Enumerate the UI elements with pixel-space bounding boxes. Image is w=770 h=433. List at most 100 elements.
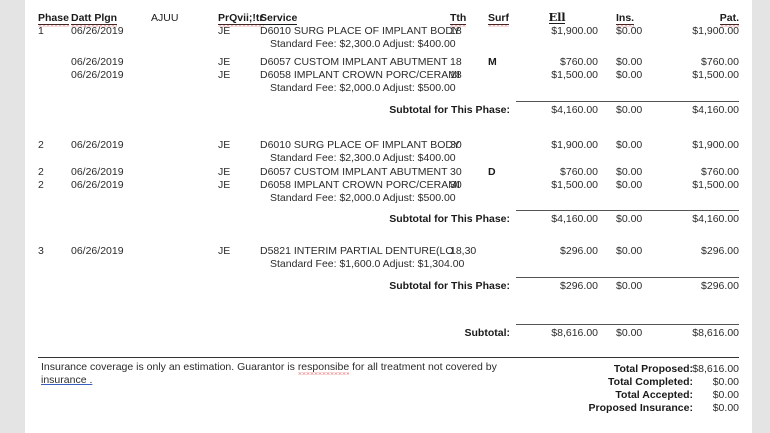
column-header-provider: PrQvii;!tr (218, 12, 264, 27)
subtotal-row: Subtotal for This Phase: $296.00 $0.00 $… (38, 279, 739, 293)
fee-note: Standard Fee: $1,600.0 Adjust: $1,304.00 (270, 258, 465, 270)
subtotal-rule (516, 101, 739, 102)
fee-note-row: Standard Fee: $2,000.0 Adjust: $500.00 (38, 191, 739, 205)
proposed-insurance-value: $0.00 (712, 402, 739, 414)
cell-service: D6010 SURG PLACE OF IMPLANT BODY (260, 25, 460, 37)
table-row[interactable]: 3 06/26/2019 JE D5821 INTERIM PARTIAL DE… (38, 244, 739, 258)
total-completed-value: $0.00 (712, 376, 739, 388)
cell-service: D5821 INTERIM PARTIAL DENTURE(LO (260, 245, 454, 257)
cell-service: D6058 IMPLANT CROWN PORC/CERAMI (260, 179, 460, 191)
cell-insurance: $0.00 (616, 69, 643, 81)
fee-note-row: Standard Fee: $2,000.0 Adjust: $500.00 (38, 81, 739, 95)
total-accepted-value: $0.00 (712, 389, 739, 401)
subtotal-insurance: $0.00 (616, 104, 643, 116)
cell-fee: $1,900.00 (551, 25, 598, 37)
cell-insurance: $0.00 (616, 166, 643, 178)
disclaimer-text-part1: Insurance coverage is only an estimation… (41, 361, 298, 373)
cell-patient: $296.00 (701, 245, 739, 257)
cell-tooth: 30 (450, 139, 462, 151)
cell-phase: 2 (38, 166, 44, 178)
cell-insurance: $0.00 (616, 139, 643, 151)
fee-note-row: Standard Fee: $2,300.0 Adjust: $400.00 (38, 37, 739, 51)
table-row[interactable]: 2 06/26/2019 JE D6010 SURG PLACE OF IMPL… (38, 138, 739, 152)
cell-phase: 2 (38, 179, 44, 191)
total-accepted-label: Total Accepted: (615, 389, 693, 401)
cell-provider: JE (218, 179, 231, 191)
cell-provider: JE (218, 139, 231, 151)
subtotal-rule (516, 210, 739, 211)
subtotal-label: Subtotal for This Phase: (389, 213, 510, 225)
cell-date: 06/26/2019 (71, 69, 124, 81)
column-header-surface: Surf (488, 12, 509, 27)
cell-surface: D (488, 166, 496, 178)
cell-date: 06/26/2019 (71, 139, 124, 151)
subtotal-row: Subtotal for This Phase: $4,160.00 $0.00… (38, 212, 739, 226)
cell-tooth: 18,30 (450, 245, 477, 257)
grand-subtotal-label: Subtotal: (464, 327, 511, 339)
table-row[interactable]: 06/26/2019 JE D6057 CUSTOM IMPLANT ABUTM… (38, 55, 739, 69)
subtotal-insurance: $0.00 (616, 213, 643, 225)
grand-subtotal-patient: $8,616.00 (692, 327, 739, 339)
cell-service: D6058 IMPLANT CROWN PORC/CERAMI (260, 69, 460, 81)
cell-fee: $1,900.00 (551, 139, 598, 151)
cell-tooth: 30 (450, 166, 462, 178)
table-row[interactable]: 06/26/2019 JE D6058 IMPLANT CROWN PORC/C… (38, 68, 739, 82)
column-header-date-plan: Datt Plgn (71, 12, 118, 27)
cell-tooth: 18 (450, 69, 462, 81)
cell-service: D6057 CUSTOM IMPLANT ABUTMENT (260, 56, 448, 68)
grand-subtotal-row: Subtotal: $8,616.00 $0.00 $8,616.00 (38, 326, 740, 340)
grand-subtotal-insurance: $0.00 (616, 327, 643, 339)
subtotal-rule (516, 277, 739, 278)
proposed-insurance-label: Proposed Insurance: (588, 402, 693, 414)
total-proposed-label: Total Proposed: (613, 363, 693, 375)
table-header-row: Phase Datt Plgn AJUU PrQvii;!tr Service … (38, 10, 740, 27)
disclaimer-text-part2: for all treatment not covered by (349, 361, 497, 373)
cell-service: D6057 CUSTOM IMPLANT ABUTMENT (260, 166, 448, 178)
grand-subtotal-rule (516, 324, 739, 325)
cell-tooth: 18 (450, 56, 462, 68)
subtotal-label: Subtotal for This Phase: (389, 104, 510, 116)
cell-insurance: $0.00 (616, 56, 643, 68)
cell-insurance: $0.00 (616, 25, 643, 37)
cell-fee: $1,500.00 (551, 179, 598, 191)
cell-surface: M (488, 56, 497, 68)
fee-note: Standard Fee: $2,000.0 Adjust: $500.00 (270, 192, 456, 204)
cell-provider: JE (218, 245, 231, 257)
cell-fee: $296.00 (560, 245, 598, 257)
fee-note: Standard Fee: $2,300.0 Adjust: $400.00 (270, 152, 456, 164)
disclaimer-misspelled-word: responsibe (297, 361, 350, 373)
subtotal-row: Subtotal for This Phase: $4,160.00 $0.00… (38, 103, 739, 117)
cell-patient: $760.00 (701, 166, 739, 178)
cell-fee: $1,500.00 (551, 69, 598, 81)
table-row[interactable]: 2 06/26/2019 JE D6058 IMPLANT CROWN PORC… (38, 178, 739, 192)
cell-date: 06/26/2019 (71, 56, 124, 68)
column-header-phase: Phase (38, 12, 69, 27)
cell-date: 06/26/2019 (71, 179, 124, 191)
subtotal-label: Subtotal for This Phase: (389, 280, 510, 292)
cell-insurance: $0.00 (616, 245, 643, 257)
column-header-tooth: Tth (450, 12, 467, 27)
table-row[interactable]: 1 06/26/2019 JE D6010 SURG PLACE OF IMPL… (38, 24, 739, 38)
cell-patient: $1,900.00 (692, 25, 739, 37)
cell-date: 06/26/2019 (71, 25, 124, 37)
column-header-fee: Ell (548, 10, 566, 24)
subtotal-patient: $296.00 (701, 280, 739, 292)
subtotal-fee: $4,160.00 (551, 213, 598, 225)
cell-phase: 2 (38, 139, 44, 151)
insurance-link[interactable]: insurance . (41, 374, 93, 386)
table-row[interactable]: 2 06/26/2019 JE D6057 CUSTOM IMPLANT ABU… (38, 165, 739, 179)
column-header-appt: AJUU (151, 12, 179, 24)
footer-divider (38, 357, 739, 358)
cell-provider: JE (218, 25, 231, 37)
cell-patient: $1,500.00 (692, 69, 739, 81)
cell-patient: $760.00 (701, 56, 739, 68)
subtotal-patient: $4,160.00 (692, 213, 739, 225)
column-header-insurance: Ins. (616, 12, 635, 27)
fee-note: Standard Fee: $2,300.0 Adjust: $400.00 (270, 38, 456, 50)
cell-tooth: 30 (450, 179, 462, 191)
document-page: Phase Datt Plgn AJUU PrQvii;!tr Service … (25, 0, 752, 433)
cell-provider: JE (218, 69, 231, 81)
cell-service: D6010 SURG PLACE OF IMPLANT BODY (260, 139, 460, 151)
cell-fee: $760.00 (560, 56, 598, 68)
fee-note-row: Standard Fee: $1,600.0 Adjust: $1,304.00 (38, 257, 739, 271)
